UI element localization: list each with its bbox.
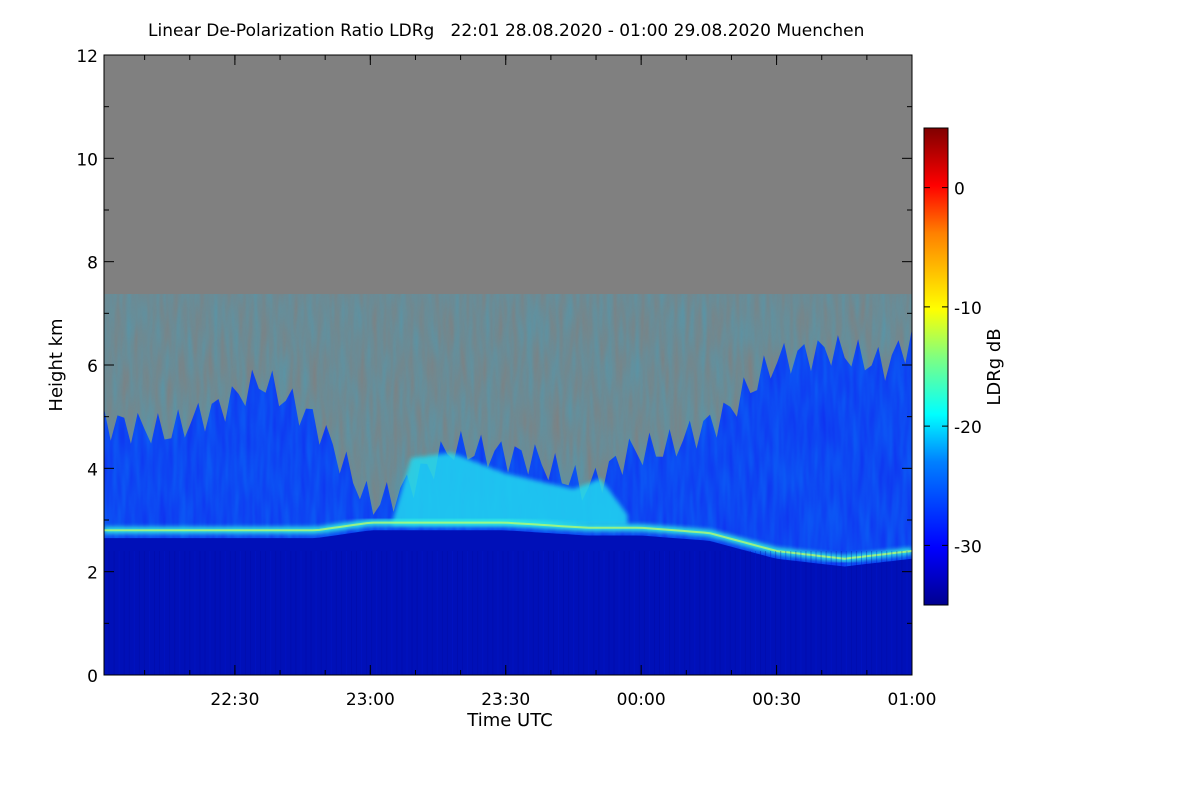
y-tick-label: 2 — [87, 564, 98, 584]
colorbar-tick-label: -30 — [954, 537, 982, 557]
y-tick-label: 4 — [87, 460, 98, 480]
y-tick-label: 8 — [87, 254, 98, 274]
y-tick-label: 12 — [76, 47, 98, 67]
x-tick-label: 00:00 — [617, 690, 666, 710]
chart-title: Linear De-Polarization Ratio LDRg 22:01 … — [148, 21, 865, 41]
plot-area — [104, 55, 912, 675]
colorbar-tick-label: -20 — [954, 418, 982, 438]
x-tick-label: 22:30 — [210, 690, 259, 710]
boundary-layer — [104, 530, 912, 675]
x-axis-label: Time UTC — [466, 710, 552, 731]
x-tick-label: 23:00 — [346, 690, 395, 710]
x-tick-label: 23:30 — [481, 690, 530, 710]
y-axis: 0 2 4 6 8 10 12 — [76, 47, 912, 687]
colorbar-tick-label: 0 — [954, 180, 965, 200]
x-tick-label: 00:30 — [752, 690, 801, 710]
x-axis: 22:30 23:00 23:30 00:00 00:30 01:00 — [144, 55, 937, 710]
x-tick-label: 01:00 — [888, 690, 937, 710]
colorbar-ticks: 0 -10 -20 -30 — [924, 180, 982, 557]
y-tick-label: 0 — [87, 667, 98, 687]
cyan-cloud-patch — [392, 452, 628, 526]
y-tick-label: 6 — [87, 357, 98, 377]
y-tick-label: 10 — [76, 150, 98, 170]
colorbar — [923, 127, 949, 606]
y-axis-label: Height km — [46, 318, 67, 411]
colorbar-tick-label: -10 — [954, 299, 982, 319]
cloud-base-core — [104, 521, 912, 560]
colorbar-label: LDRg dB — [984, 328, 1005, 405]
